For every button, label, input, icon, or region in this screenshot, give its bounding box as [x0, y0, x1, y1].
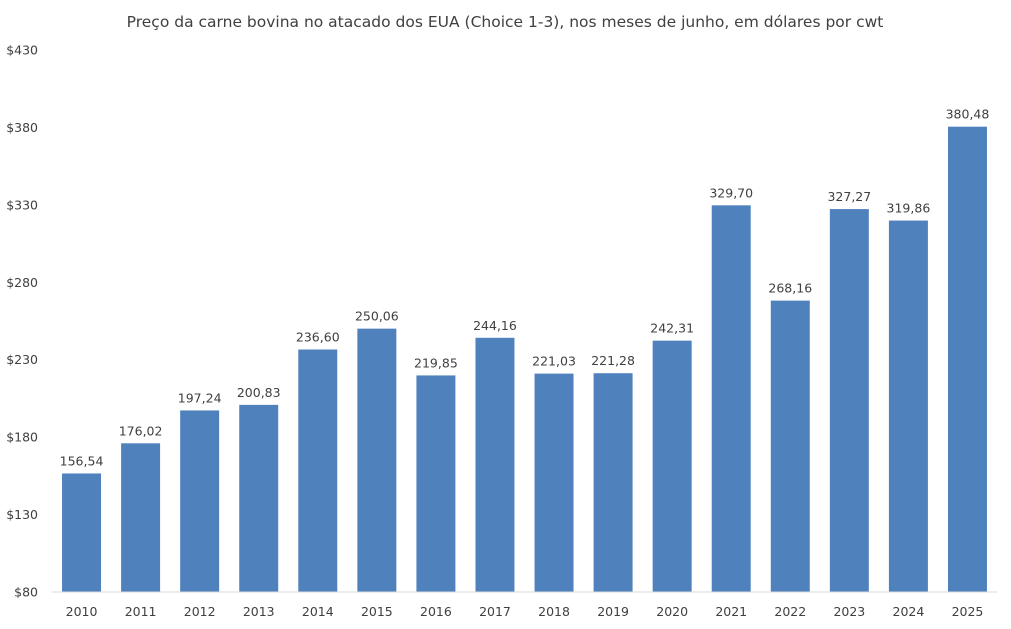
data-label: 319,86 [887, 201, 931, 216]
data-label: 327,27 [827, 189, 871, 204]
x-tick-label: 2022 [774, 604, 806, 619]
x-tick-label: 2016 [420, 604, 452, 619]
x-tick-label: 2015 [361, 604, 393, 619]
data-label: 200,83 [237, 385, 281, 400]
x-tick-label: 2010 [66, 604, 98, 619]
data-label: 219,85 [414, 355, 458, 370]
bar [652, 340, 692, 592]
bar [947, 126, 987, 593]
x-tick-label: 2013 [243, 604, 275, 619]
y-tick-label: $430 [6, 43, 38, 58]
data-label: 197,24 [178, 390, 222, 405]
bar [711, 205, 751, 592]
bar [121, 443, 161, 592]
y-tick-label: $380 [6, 120, 38, 135]
x-tick-label: 2011 [125, 604, 157, 619]
data-label: 221,03 [532, 354, 576, 369]
x-tick-label: 2021 [715, 604, 747, 619]
y-tick-label: $330 [6, 197, 38, 212]
y-tick-label: $180 [6, 430, 38, 445]
data-label: 176,02 [119, 423, 163, 438]
y-tick-label: $280 [6, 275, 38, 290]
data-label: 244,16 [473, 318, 517, 333]
x-tick-label: 2024 [893, 604, 925, 619]
x-tick-label: 2023 [833, 604, 865, 619]
x-tick-label: 2025 [952, 604, 984, 619]
data-label: 329,70 [709, 185, 753, 200]
y-tick-label: $230 [6, 352, 38, 367]
bar [888, 220, 928, 592]
data-label: 156,54 [60, 453, 104, 468]
bar [829, 209, 869, 592]
data-label: 268,16 [768, 281, 812, 296]
bar [62, 473, 102, 592]
x-tick-label: 2012 [184, 604, 216, 619]
bar [416, 375, 456, 592]
y-tick-label: $80 [14, 585, 38, 600]
x-tick-label: 2019 [597, 604, 629, 619]
bar [475, 337, 515, 592]
bar [298, 349, 338, 592]
bar [180, 410, 220, 592]
data-label: 221,28 [591, 353, 635, 368]
y-tick-label: $130 [6, 507, 38, 522]
x-axis-labels: 2010 2011 2012 2013 2014 2015 2016 2017 2018 2019… [66, 604, 984, 619]
bar [770, 300, 810, 592]
bar [534, 373, 574, 592]
x-tick-label: 2014 [302, 604, 334, 619]
x-tick-label: 2020 [656, 604, 688, 619]
bar [357, 328, 397, 592]
data-label: 236,60 [296, 329, 340, 344]
data-label: 250,06 [355, 309, 399, 324]
bars [62, 126, 987, 593]
data-label: 242,31 [650, 321, 694, 336]
chart-title: Preço da carne bovina no atacado dos EUA… [127, 13, 884, 31]
x-tick-label: 2018 [538, 604, 570, 619]
bar [239, 404, 279, 592]
data-labels: 156,54 176,02 197,24 200,83 236,60 250,06 219,… [60, 107, 990, 469]
bar [593, 373, 633, 592]
x-tick-label: 2017 [479, 604, 511, 619]
y-axis-labels: $80 $130 $180 $230 $280 $330 $380 $430 [6, 43, 38, 600]
data-label: 380,48 [946, 107, 990, 122]
